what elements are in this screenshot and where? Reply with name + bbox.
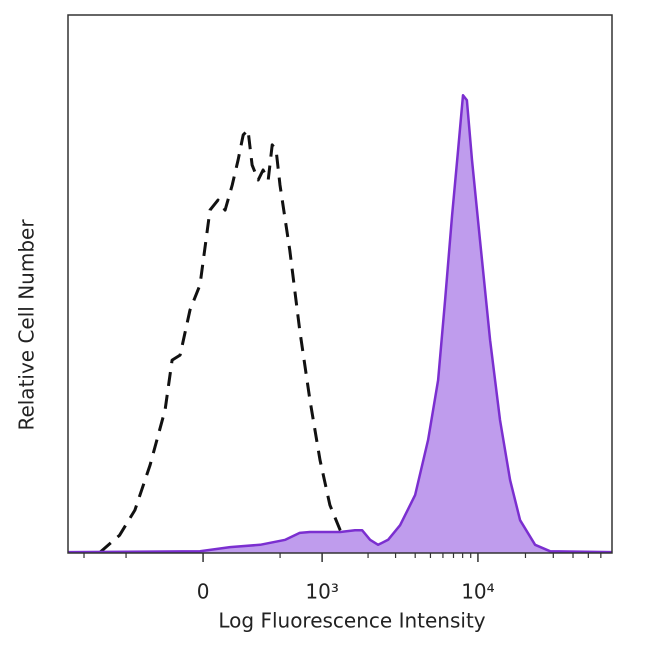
x-tick-label: 10³ <box>305 580 338 604</box>
plot-frame <box>67 14 613 554</box>
histogram-fill <box>68 95 612 553</box>
x-axis-label: Log Fluorescence Intensity <box>218 609 485 633</box>
histogram-outline <box>67 93 613 554</box>
y-axis-label: Relative Cell Number <box>15 219 39 431</box>
histogram-outline-dashed <box>99 128 401 554</box>
x-tick-label: 0 <box>197 580 210 604</box>
x-tick-label: 10⁴ <box>461 580 494 604</box>
